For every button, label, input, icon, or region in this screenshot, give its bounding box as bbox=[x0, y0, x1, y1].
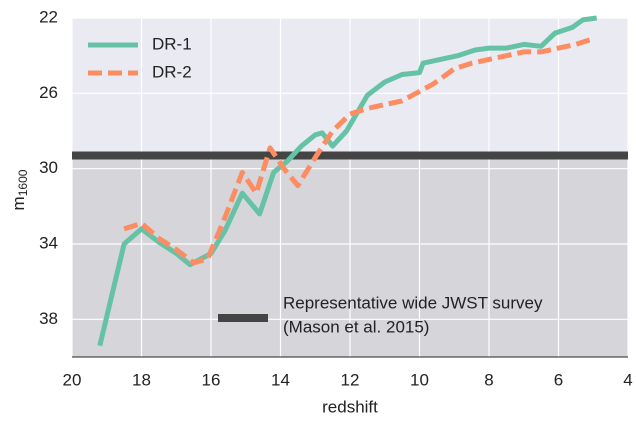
x-tick-label: 18 bbox=[132, 370, 151, 389]
y-tick-label: 30 bbox=[39, 158, 58, 177]
x-axis-label: redshift bbox=[322, 397, 378, 416]
legend-label: DR-1 bbox=[152, 34, 192, 53]
x-tick-label: 16 bbox=[202, 370, 221, 389]
x-tick-label: 10 bbox=[410, 370, 429, 389]
x-tick-label: 14 bbox=[271, 370, 290, 389]
y-tick-label: 26 bbox=[39, 83, 58, 102]
x-tick-label: 20 bbox=[63, 370, 82, 389]
y-label-sub: 1600 bbox=[16, 169, 30, 196]
x-tick-label: 8 bbox=[484, 370, 493, 389]
reference-legend-label: Representative wide JWST survey bbox=[283, 293, 543, 312]
y-label-base: m bbox=[9, 196, 28, 210]
y-axis-label: m1600 bbox=[9, 169, 30, 210]
x-tick-label: 4 bbox=[623, 370, 632, 389]
y-tick-label: 34 bbox=[39, 233, 58, 252]
legend-label: DR-2 bbox=[152, 62, 192, 81]
series-line bbox=[123, 36, 595, 266]
y-tick-label: 22 bbox=[39, 7, 58, 26]
reference-legend-note: (Mason et al. 2015) bbox=[283, 317, 429, 336]
x-tick-label: 6 bbox=[554, 370, 563, 389]
y-tick-label: 38 bbox=[39, 309, 58, 328]
x-tick-label: 12 bbox=[341, 370, 360, 389]
